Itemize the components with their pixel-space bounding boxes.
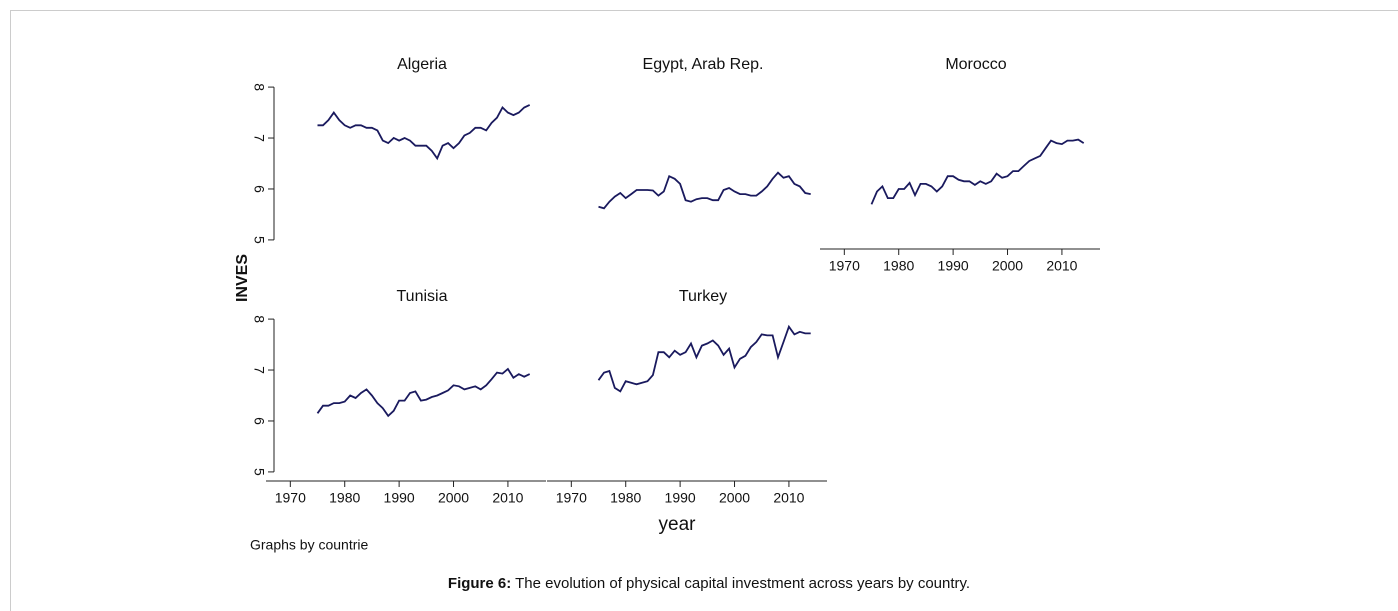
caption-text: The evolution of physical capital invest…: [511, 575, 970, 592]
x-tick-label: 1980: [329, 490, 360, 506]
x-tick-label: 1990: [384, 490, 415, 506]
x-tick-label: 2000: [992, 258, 1023, 274]
series-line: [870, 138, 1085, 205]
y-tick-label: 5: [251, 236, 267, 244]
series-line: [317, 104, 531, 161]
frame: [10, 10, 1398, 611]
panel-title: Tunisia: [397, 288, 448, 305]
y-tick-label: 8: [251, 83, 267, 91]
x-tick-label: 1980: [883, 258, 914, 274]
x-tick-label: 1970: [556, 490, 587, 506]
x-tick-label: 2010: [492, 490, 523, 506]
caption: Figure 6: The evolution of physical capi…: [448, 575, 970, 592]
series-line: [597, 324, 811, 393]
panel-title: Egypt, Arab Rep.: [643, 56, 764, 73]
x-tick-label: 2010: [773, 490, 804, 506]
y-tick-label: 6: [251, 417, 267, 425]
x-tick-label: 1990: [665, 490, 696, 506]
y-tick-label: 6: [251, 185, 267, 193]
x-tick-label: 1970: [829, 258, 860, 274]
panel-title: Algeria: [397, 56, 447, 73]
x-tick-label: 2000: [438, 490, 469, 506]
x-tick-label: 1970: [275, 490, 306, 506]
note: Graphs by countrie: [250, 537, 368, 553]
series-line: [598, 171, 811, 210]
x-tick-label: 1980: [610, 490, 641, 506]
y-axis-label: INVES: [234, 254, 251, 302]
y-tick-label: 8: [251, 315, 267, 323]
x-axis-label: year: [659, 514, 697, 535]
x-tick-label: 2000: [719, 490, 750, 506]
y-tick-label: 7: [251, 134, 267, 142]
panel-title: Turkey: [679, 288, 727, 305]
caption-label: Figure 6:: [448, 575, 511, 592]
y-tick-label: 7: [251, 366, 267, 374]
x-tick-label: 1990: [938, 258, 969, 274]
panel-title: Morocco: [945, 56, 1006, 73]
x-tick-label: 2010: [1046, 258, 1077, 274]
y-tick-label: 5: [251, 468, 267, 476]
series-line: [316, 367, 531, 418]
